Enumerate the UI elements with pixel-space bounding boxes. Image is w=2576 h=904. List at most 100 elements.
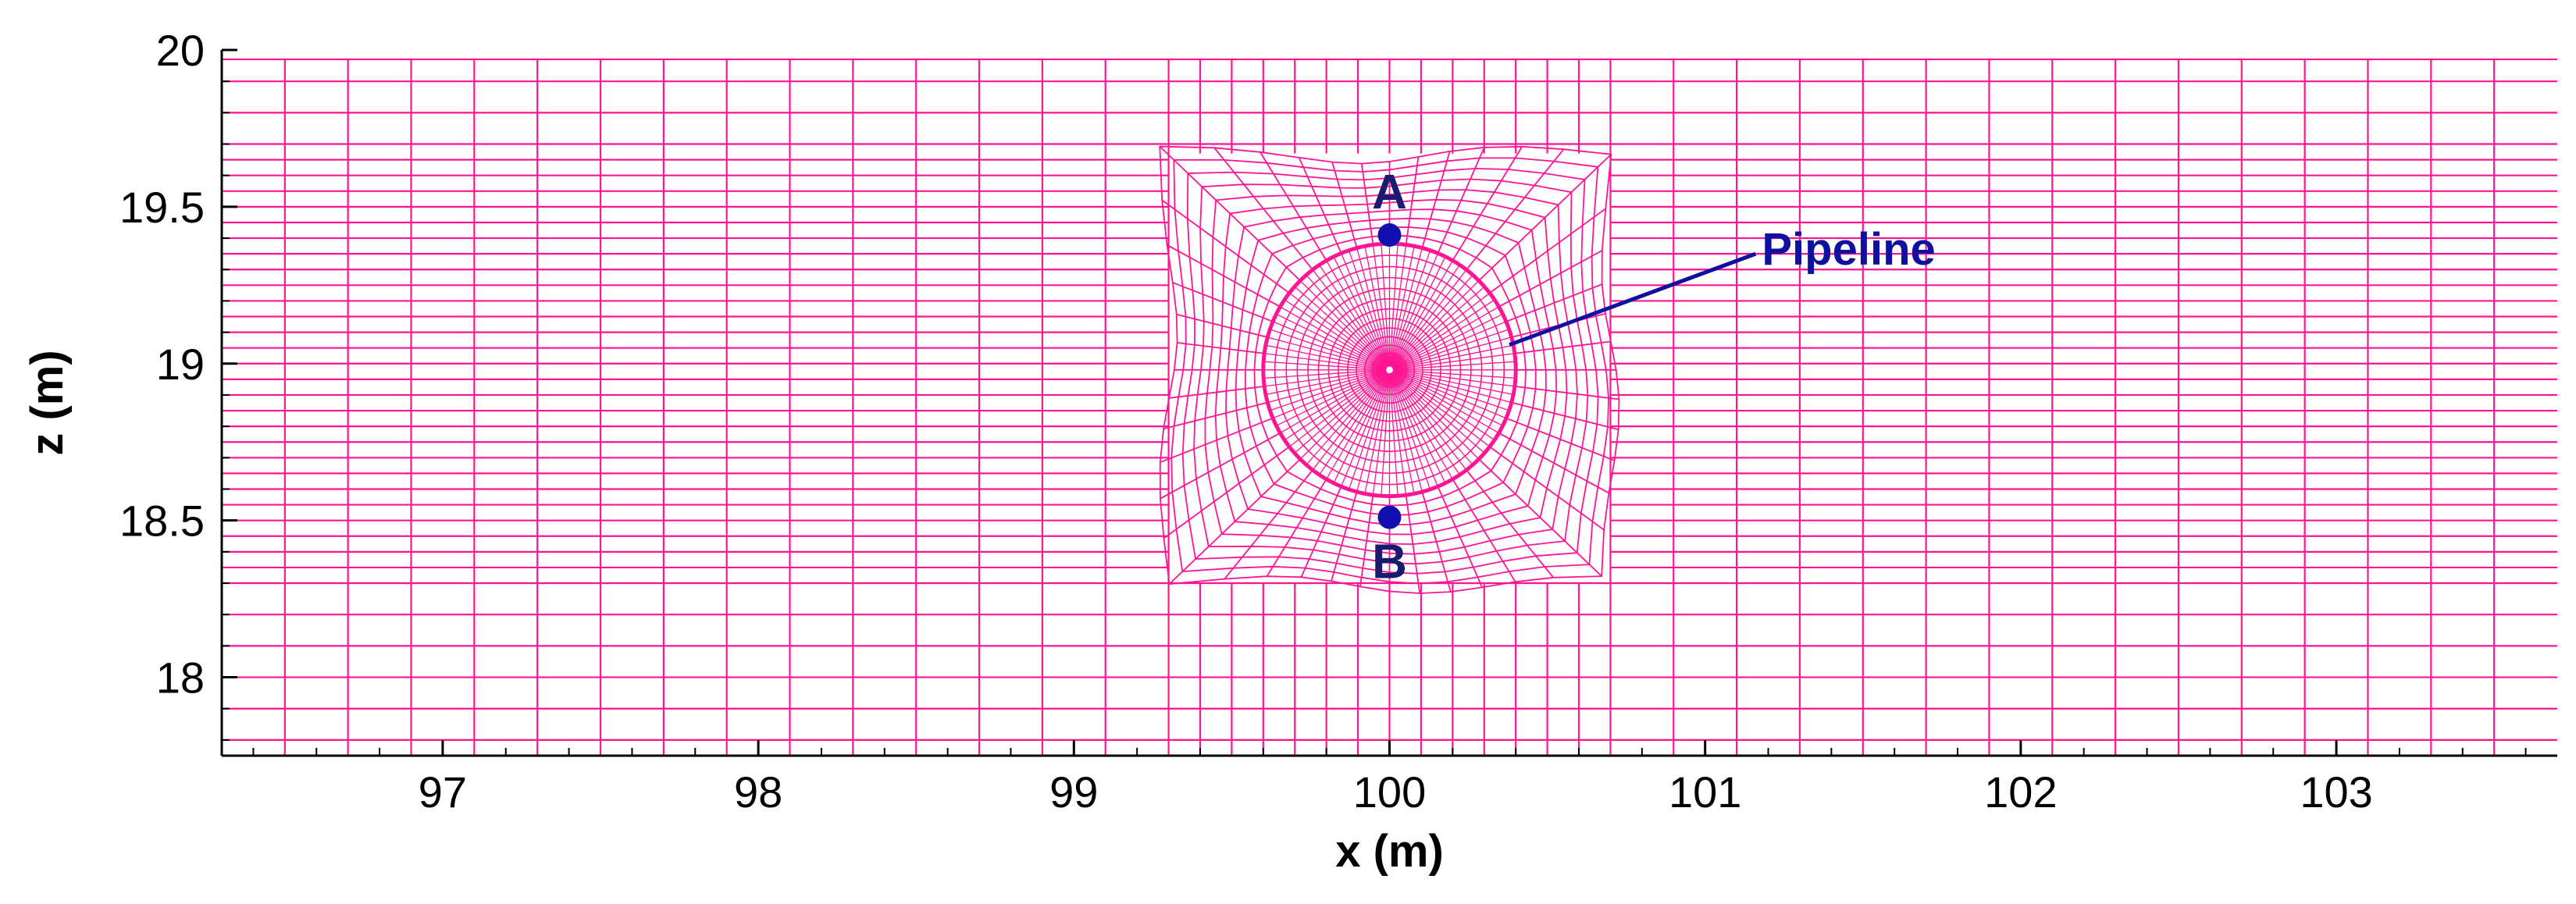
pipe-spoke [1391,265,1460,367]
pipe-spoke [1391,373,1453,480]
mesh-spoke [1172,282,1274,322]
mesh-spoke [1213,147,1313,271]
pipe-spoke [1392,372,1491,447]
mesh-spoke [1161,199,1290,294]
pipe-spoke [1333,256,1388,366]
mesh-spoke [1160,432,1281,500]
pipe-spoke [1288,372,1387,447]
pipe-spoke [1270,371,1386,411]
mesh-spoke [1163,401,1268,430]
pipe-spoke [1294,286,1387,368]
mesh-spoke [1514,386,1619,400]
pipe-spoke [1391,373,1460,475]
pipe-spoke [1326,260,1388,366]
mesh-spoke [1259,151,1327,262]
pipe-spoke [1272,321,1386,369]
pipe-spoke [1390,374,1415,494]
z-tick-label: 20 [156,26,205,75]
pipe-spoke [1288,292,1387,368]
x-tick-label: 98 [734,767,782,817]
pipe-spoke [1391,260,1453,366]
mesh-spoke [1489,208,1606,294]
z-tick-label: 19 [156,340,205,389]
pipe-spoke [1280,306,1386,368]
pipe-spoke [1299,280,1387,368]
mesh-spoke [1176,313,1268,338]
annotations: Pipeline [1509,224,1936,347]
mesh-spoke [1360,163,1374,245]
mesh-spoke [1478,154,1612,282]
pipe-spoke [1394,369,1515,387]
mesh-spoke [1405,156,1420,245]
mesh-spoke [1478,458,1602,577]
pipe-spoke [1391,274,1473,367]
pipe-spoke [1394,336,1512,369]
mesh-spoke [1167,244,1281,308]
pipe-spoke [1312,373,1388,471]
mesh-spoke [1331,491,1358,582]
pipe-spoke [1393,371,1503,426]
pipe-spoke [1284,299,1386,368]
pipe-spoke [1389,244,1407,365]
mesh-spoke [1437,486,1483,588]
pipe-spoke [1372,244,1390,365]
pipe-spoke [1372,374,1390,496]
pipe-spoke [1392,372,1485,454]
pipe-spoke [1333,373,1388,484]
pipe-spoke [1391,256,1446,366]
pipe-spoke [1393,329,1509,369]
pipe-spoke [1364,246,1389,366]
pipe-spoke [1356,374,1389,493]
pipe-spoke [1390,250,1431,366]
pipe-spoke [1393,371,1509,411]
pipe-spoke [1389,374,1398,496]
pipe-spoke [1391,372,1473,465]
pipe-spoke [1390,247,1423,366]
pipe-spoke [1391,374,1438,487]
pipe-spoke [1341,253,1388,366]
pipe-spoke [1280,372,1386,434]
pipe-spoke [1306,274,1388,367]
mesh-spoke [1168,458,1301,585]
pipe-spoke [1341,374,1388,487]
mesh-spoke [1498,432,1609,494]
pipe-spoke [1284,372,1386,441]
mesh-spoke [1505,417,1615,461]
mesh-spoke [1466,469,1554,578]
pipe-spoke [1392,280,1480,368]
pipe-spoke [1393,306,1499,368]
pipe-spoke [1348,374,1389,490]
pipe-spoke [1348,250,1389,366]
pipe-spoke [1394,344,1514,370]
pipe-spoke [1326,373,1388,480]
pipe-spoke [1392,292,1491,368]
mesh-spoke [1452,479,1516,582]
pipe-spoke [1264,369,1385,387]
pipe-spoke [1319,265,1388,367]
z-tick-label: 18 [156,653,205,703]
mesh-spoke [1498,250,1603,308]
pipe-spoke [1390,246,1415,366]
mesh-spoke [1511,401,1619,431]
mesh-spoke [1266,479,1327,577]
mesh-spoke [1466,148,1565,271]
x-tick-label: 100 [1353,767,1426,817]
x-tick-label: 99 [1049,767,1098,817]
probe-point-a [1377,223,1402,247]
mesh-spoke [1514,340,1612,354]
probe-points: AB [1372,165,1407,589]
probe-point-b [1377,505,1402,529]
pipe-spoke [1264,353,1385,370]
mesh-spoke [1177,342,1265,354]
pipe-spoke [1391,373,1446,484]
pipe-spoke [1276,371,1386,426]
pipe-spoke [1390,374,1423,493]
pipe-spoke [1364,374,1389,494]
pipe-spoke [1263,361,1385,371]
pipe-spoke [1306,372,1388,465]
pipe-spoke [1394,353,1515,370]
mesh-spoke [1489,446,1605,531]
mesh-spoke [1421,491,1452,593]
pipe-spoke [1276,313,1386,368]
z-tick-label: 18.5 [119,496,205,546]
